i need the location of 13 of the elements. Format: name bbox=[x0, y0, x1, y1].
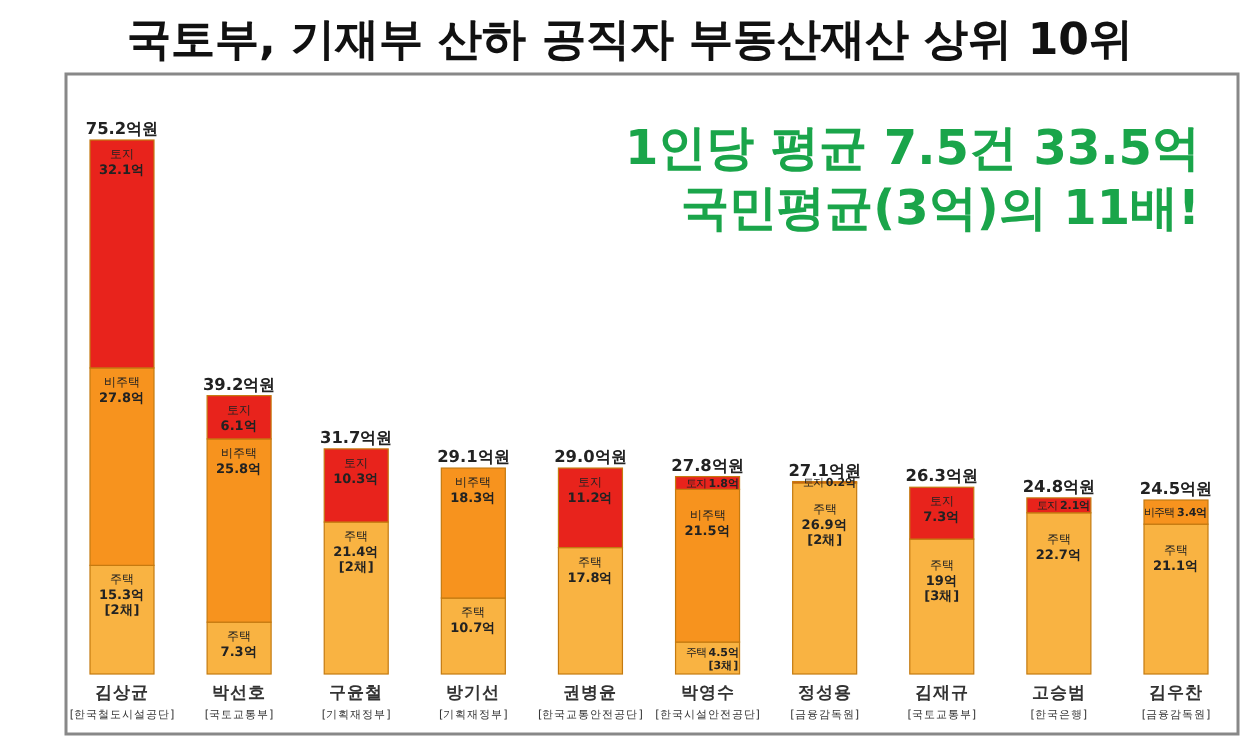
total-label: 75.2억원 bbox=[85, 118, 159, 138]
total-label: 29.1억원 bbox=[437, 446, 510, 467]
total-label: 31.7억원 bbox=[320, 426, 393, 447]
annotation: 국민평균(3억)의 11배! bbox=[681, 180, 1200, 236]
total-label: 39.2억원 bbox=[202, 373, 276, 394]
total-label: 29.0억원 bbox=[554, 446, 627, 467]
total-label: 24.8억원 bbox=[1022, 475, 1096, 496]
total-label: 27.1억원 bbox=[788, 459, 861, 480]
annotation: 1인당 평균 7.5건 33.5억 bbox=[625, 120, 1200, 176]
total-label: 26.3억원 bbox=[905, 465, 978, 486]
total-label: 27.8억원 bbox=[671, 454, 744, 475]
total-label: 24.5억원 bbox=[1139, 478, 1213, 499]
chart-title: 국토부, 기재부 산하 공직자 부동산재산 상위 10위 bbox=[127, 16, 1133, 66]
